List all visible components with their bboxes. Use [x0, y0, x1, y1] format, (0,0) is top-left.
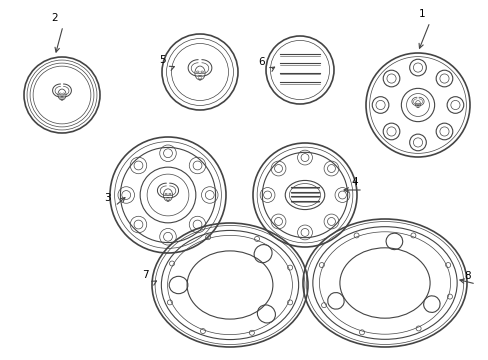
Text: 4: 4 — [351, 177, 358, 187]
Text: 3: 3 — [103, 193, 110, 203]
Text: 7: 7 — [142, 270, 148, 280]
Text: 6: 6 — [258, 57, 265, 67]
Text: 8: 8 — [464, 271, 470, 281]
Text: 2: 2 — [52, 13, 58, 23]
Text: 1: 1 — [418, 9, 425, 19]
Text: 5: 5 — [160, 55, 166, 65]
